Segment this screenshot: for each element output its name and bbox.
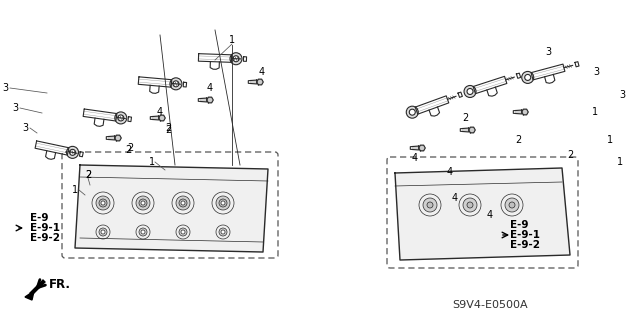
Text: E-9-1: E-9-1 <box>30 223 60 233</box>
FancyArrowPatch shape <box>37 279 45 288</box>
Circle shape <box>509 202 515 208</box>
Circle shape <box>216 196 230 210</box>
Circle shape <box>409 109 415 115</box>
Circle shape <box>525 74 531 80</box>
Text: 1: 1 <box>617 157 623 167</box>
Polygon shape <box>257 79 263 85</box>
Circle shape <box>139 228 147 236</box>
Circle shape <box>170 78 182 90</box>
Text: 2: 2 <box>515 135 521 145</box>
Text: 4: 4 <box>412 153 418 163</box>
Circle shape <box>101 230 105 234</box>
Circle shape <box>179 228 187 236</box>
Circle shape <box>467 202 473 208</box>
Text: 3: 3 <box>545 47 551 57</box>
Text: E-9: E-9 <box>30 213 49 223</box>
Text: 3: 3 <box>2 83 8 93</box>
Text: 4: 4 <box>447 167 453 177</box>
Circle shape <box>219 199 227 207</box>
Circle shape <box>464 85 476 98</box>
Text: 3: 3 <box>593 67 599 77</box>
Text: 2: 2 <box>85 170 91 180</box>
Text: E-9-1: E-9-1 <box>510 230 540 240</box>
Text: 4: 4 <box>207 83 213 93</box>
Text: 1: 1 <box>72 185 78 195</box>
Circle shape <box>99 228 107 236</box>
Text: E-9: E-9 <box>510 220 529 230</box>
Polygon shape <box>115 135 121 141</box>
Text: 1: 1 <box>149 157 155 167</box>
Text: 4: 4 <box>259 67 265 77</box>
Circle shape <box>230 53 242 65</box>
Polygon shape <box>25 291 34 300</box>
Text: E-9-2: E-9-2 <box>30 233 60 243</box>
Text: 2: 2 <box>165 123 171 133</box>
Text: 3: 3 <box>12 103 18 113</box>
Polygon shape <box>419 145 425 151</box>
Circle shape <box>173 81 179 87</box>
Circle shape <box>467 88 473 94</box>
Circle shape <box>139 199 147 207</box>
Circle shape <box>67 146 79 158</box>
Polygon shape <box>75 165 268 252</box>
Text: 1: 1 <box>592 107 598 117</box>
Circle shape <box>101 201 105 205</box>
Polygon shape <box>522 109 528 115</box>
Text: 2: 2 <box>125 145 131 155</box>
Circle shape <box>70 149 76 155</box>
Text: 2: 2 <box>165 125 171 135</box>
Circle shape <box>115 112 127 124</box>
Text: FR.: FR. <box>49 278 71 291</box>
Circle shape <box>406 106 419 118</box>
Circle shape <box>99 199 107 207</box>
Circle shape <box>136 196 150 210</box>
Circle shape <box>179 199 187 207</box>
Text: 1: 1 <box>607 135 613 145</box>
Circle shape <box>219 228 227 236</box>
Circle shape <box>181 230 185 234</box>
Circle shape <box>96 196 110 210</box>
Polygon shape <box>395 168 570 260</box>
Circle shape <box>233 56 239 62</box>
Text: E-9-2: E-9-2 <box>510 240 540 250</box>
Text: 2: 2 <box>567 150 573 160</box>
Polygon shape <box>468 127 476 133</box>
Text: 3: 3 <box>22 123 28 133</box>
Text: 4: 4 <box>487 210 493 220</box>
Text: 4: 4 <box>452 193 458 203</box>
Polygon shape <box>207 97 213 103</box>
Circle shape <box>118 115 124 121</box>
Text: 2: 2 <box>127 143 133 153</box>
Text: 1: 1 <box>229 35 235 45</box>
Circle shape <box>141 230 145 234</box>
Circle shape <box>522 71 534 84</box>
Text: 3: 3 <box>619 90 625 100</box>
Text: 2: 2 <box>85 170 91 180</box>
Text: 2: 2 <box>462 113 468 123</box>
Text: S9V4-E0500A: S9V4-E0500A <box>452 300 528 310</box>
Circle shape <box>141 201 145 205</box>
Circle shape <box>423 198 437 212</box>
Circle shape <box>427 202 433 208</box>
Polygon shape <box>159 115 165 121</box>
Circle shape <box>176 196 190 210</box>
Circle shape <box>181 201 185 205</box>
Circle shape <box>463 198 477 212</box>
Circle shape <box>221 230 225 234</box>
Text: 4: 4 <box>157 107 163 117</box>
Circle shape <box>221 201 225 205</box>
Circle shape <box>505 198 519 212</box>
